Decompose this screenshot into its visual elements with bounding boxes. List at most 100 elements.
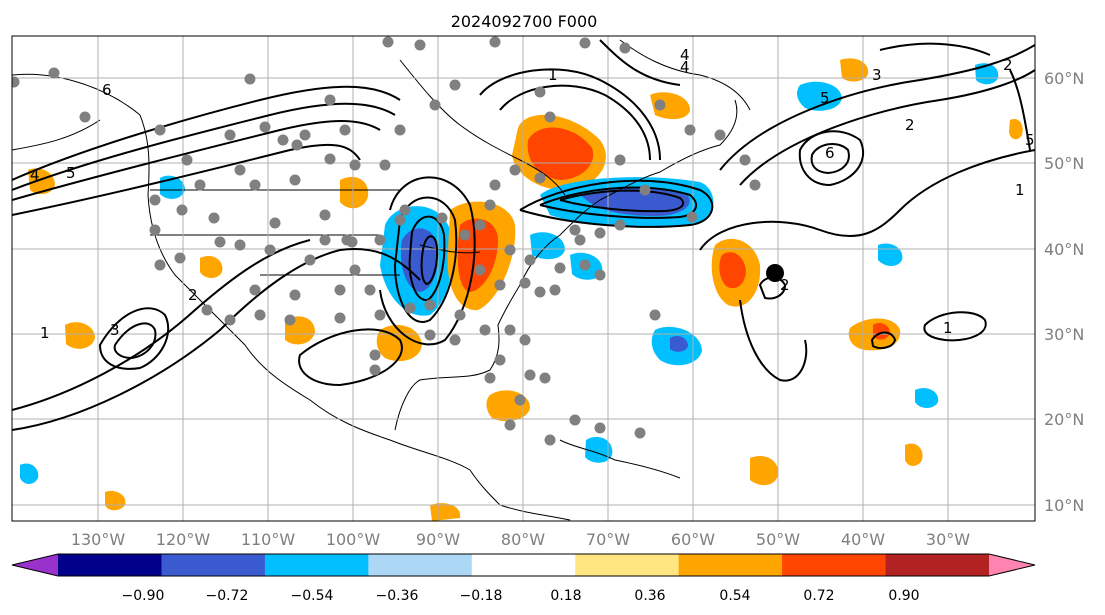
station-dot bbox=[48, 67, 60, 79]
station-dot bbox=[484, 372, 496, 384]
lat-tick-label: 20°N bbox=[1044, 410, 1084, 429]
station-dot bbox=[489, 36, 501, 48]
station-dot bbox=[519, 277, 531, 289]
colorbar-tick-label: −0.72 bbox=[206, 588, 249, 604]
colorbar-extend-high bbox=[989, 554, 1035, 576]
station-markers bbox=[12, 36, 761, 446]
colorbar-tick-label: 0.72 bbox=[803, 588, 834, 604]
station-dot bbox=[269, 217, 281, 229]
contour-labels: 6 5 4 3 2 1 1 4 5 6 2 1 3 4 2 5 2 1 bbox=[30, 46, 1035, 342]
colorbar-tick-label: 0.18 bbox=[550, 588, 581, 604]
colorbar-tick-labels: −0.90 −0.72 −0.54 −0.36 −0.18 0.18 0.36 … bbox=[122, 588, 920, 604]
station-dot bbox=[324, 153, 336, 165]
station-dot bbox=[334, 312, 346, 324]
station-dot bbox=[349, 159, 361, 171]
station-dot bbox=[154, 124, 166, 136]
station-dot bbox=[394, 214, 406, 226]
station-dot bbox=[569, 414, 581, 426]
colorbar-segment bbox=[264, 554, 369, 576]
station-dot bbox=[339, 124, 351, 136]
station-dot bbox=[594, 422, 606, 434]
station-dot bbox=[494, 354, 506, 366]
station-dot bbox=[639, 184, 651, 196]
station-dot bbox=[374, 309, 386, 321]
colorbar-segment bbox=[471, 554, 576, 576]
station-dot bbox=[214, 236, 226, 248]
colorbar-tick-label: 0.54 bbox=[719, 588, 750, 604]
station-dot bbox=[489, 179, 501, 191]
station-dot bbox=[334, 284, 346, 296]
map-gridlines bbox=[12, 36, 1035, 521]
station-dot bbox=[277, 134, 289, 146]
station-dot bbox=[424, 329, 436, 341]
station-dot bbox=[299, 129, 311, 141]
station-dot bbox=[379, 159, 391, 171]
contour-label: 4 bbox=[680, 58, 690, 76]
lon-tick-label: 50°W bbox=[756, 530, 800, 549]
station-dot bbox=[249, 179, 261, 191]
station-dot bbox=[569, 224, 581, 236]
station-dot bbox=[374, 234, 386, 246]
station-dot bbox=[174, 252, 186, 264]
station-dot bbox=[436, 212, 448, 224]
station-dot bbox=[524, 254, 536, 266]
station-dot bbox=[534, 286, 546, 298]
station-dot bbox=[514, 394, 526, 406]
map-panel: 6 5 4 3 2 1 1 4 5 6 2 1 3 4 2 5 2 1 bbox=[11, 35, 1036, 522]
lon-tick-label: 130°W bbox=[71, 530, 126, 549]
contour-label: 1 bbox=[40, 324, 50, 342]
station-dot bbox=[404, 302, 416, 314]
contour-lines bbox=[12, 39, 1035, 431]
station-dot bbox=[319, 209, 331, 221]
contour-label: 1 bbox=[548, 66, 558, 84]
colorbar-tick-label: 0.36 bbox=[634, 588, 665, 604]
station-dot bbox=[449, 79, 461, 91]
contour-label: 2 bbox=[905, 116, 915, 134]
station-dot bbox=[234, 239, 246, 251]
station-dot bbox=[649, 309, 661, 321]
station-dot bbox=[224, 129, 236, 141]
station-dot bbox=[449, 334, 461, 346]
station-dot bbox=[254, 309, 266, 321]
station-dot bbox=[414, 39, 426, 51]
colorbar-segment bbox=[58, 554, 162, 576]
station-dot bbox=[12, 76, 20, 88]
station-dot bbox=[284, 314, 296, 326]
contour-label: 5 bbox=[820, 89, 830, 107]
colorbar-segment bbox=[161, 554, 266, 576]
lon-tick-label: 70°W bbox=[586, 530, 630, 549]
station-dot bbox=[346, 236, 358, 248]
map-frame bbox=[11, 35, 1036, 522]
lon-tick-label: 30°W bbox=[926, 530, 970, 549]
station-dot bbox=[534, 86, 546, 98]
contour-label: 4 bbox=[680, 46, 690, 64]
coastlines bbox=[12, 39, 751, 521]
lat-tick-label: 10°N bbox=[1044, 496, 1084, 515]
station-dot bbox=[504, 419, 516, 431]
contour-label: 2 bbox=[780, 276, 790, 294]
lon-tick-label: 100°W bbox=[326, 530, 381, 549]
station-dot bbox=[264, 244, 276, 256]
station-dot bbox=[324, 94, 336, 106]
station-dot bbox=[454, 309, 466, 321]
station-dot bbox=[614, 154, 626, 166]
lon-tick-label: 40°W bbox=[841, 530, 885, 549]
contour-label: 5 bbox=[1025, 131, 1035, 149]
station-dot bbox=[459, 229, 471, 241]
station-dot bbox=[394, 124, 406, 136]
station-dot bbox=[234, 164, 246, 176]
station-dot bbox=[291, 139, 303, 151]
lon-tick-label: 120°W bbox=[156, 530, 211, 549]
contour-label: 1 bbox=[943, 319, 953, 337]
station-dot bbox=[579, 37, 591, 49]
station-dot bbox=[424, 299, 436, 311]
lat-tick-label: 60°N bbox=[1044, 69, 1084, 88]
lon-tick-label: 80°W bbox=[501, 530, 545, 549]
station-dot bbox=[201, 304, 213, 316]
contour-label: 2 bbox=[188, 286, 198, 304]
colorbar-tick-label: −0.36 bbox=[376, 588, 419, 604]
station-dot bbox=[399, 204, 411, 216]
station-dot bbox=[539, 372, 551, 384]
storm-center-marker bbox=[766, 264, 784, 282]
